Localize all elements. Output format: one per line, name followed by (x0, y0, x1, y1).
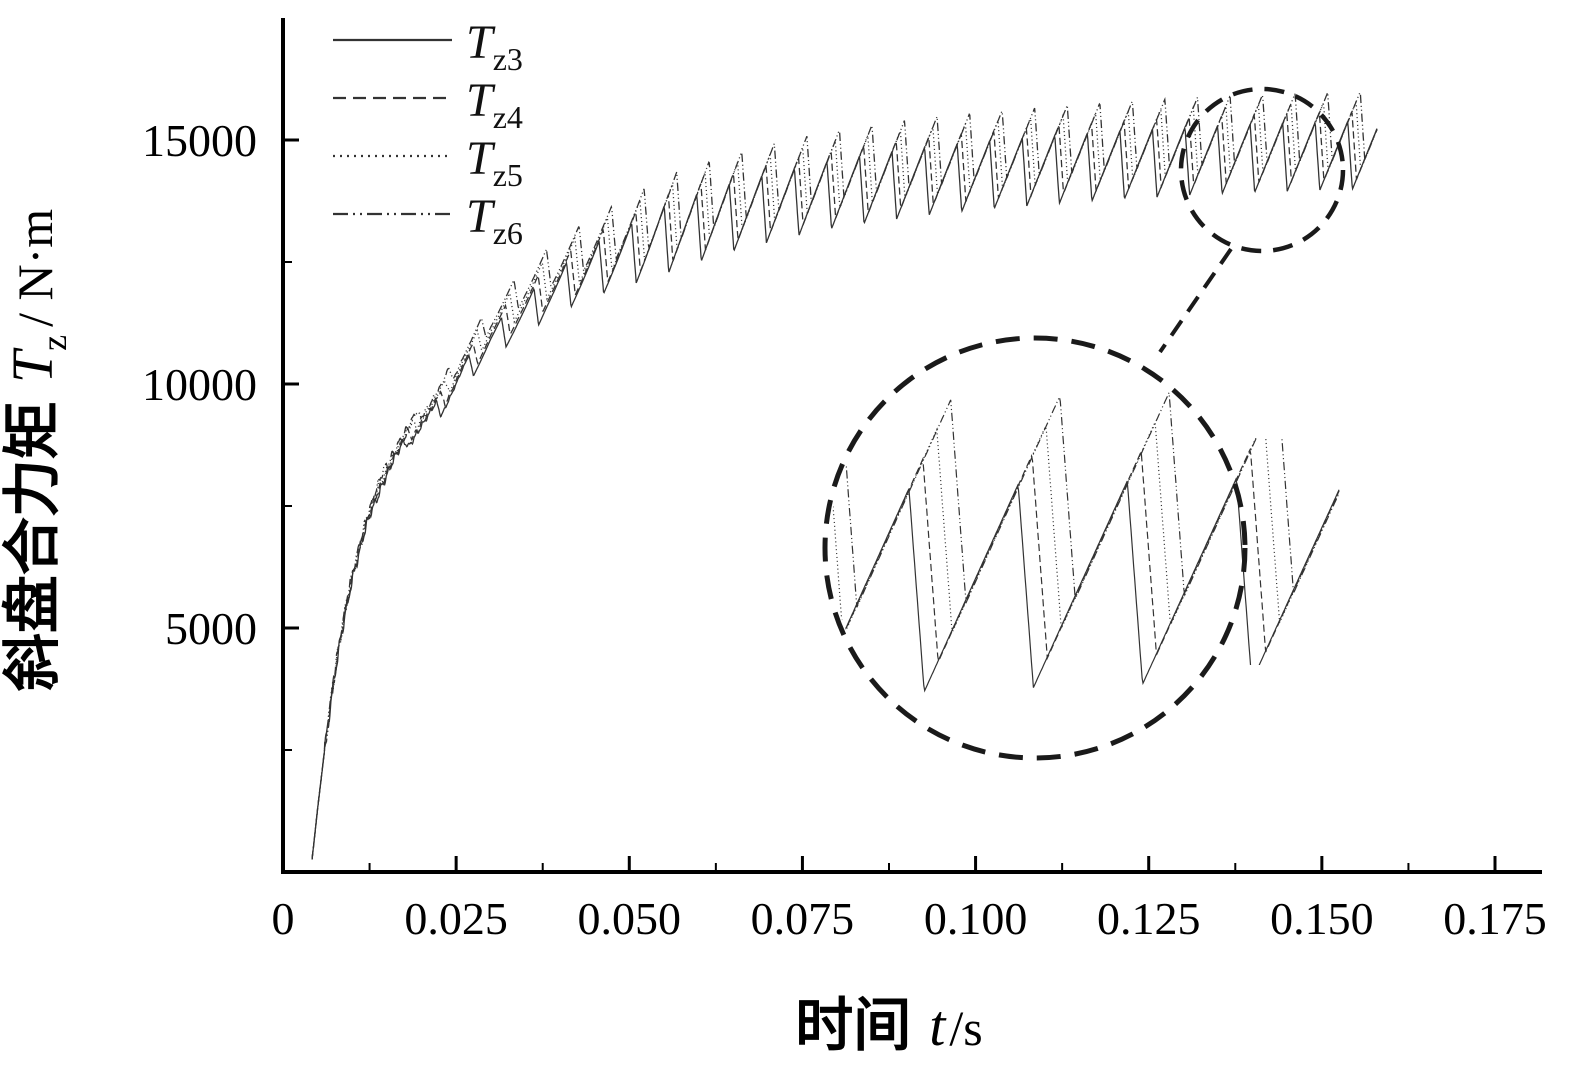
y-tick-label: 10000 (142, 359, 257, 410)
x-axis-label: 时间 t/s (795, 993, 983, 1058)
legend-item: Tz5 (333, 132, 523, 193)
x-tick-label: 0.075 (751, 893, 855, 944)
y-axis-ticks: 5000 10000 15000 (142, 115, 299, 751)
x-tick-label: 0.175 (1443, 893, 1547, 944)
magnifier-circle (822, 335, 1248, 761)
plot-layer: 0 0.025 0.050 0.075 0.100 0.125 0.150 0.175 5000… (142, 18, 1547, 944)
legend-item: Tz6 (333, 190, 523, 251)
legend-label: Tz3 (466, 16, 523, 77)
zoom-series-line-Tz3 (829, 477, 1340, 693)
x-tick-label: 0.050 (578, 893, 682, 944)
legend-item: Tz3 (333, 16, 523, 77)
zoom-inset-traces (829, 389, 1340, 693)
magnifier-connector-line (1158, 247, 1233, 354)
series-lines (311, 91, 1378, 860)
zoom-series-line-Tz6 (829, 389, 1340, 608)
x-tick-label: 0 (272, 893, 295, 944)
series-line-Tz5 (311, 100, 1378, 860)
series-line-Tz6 (311, 91, 1378, 860)
legend-label: Tz4 (466, 74, 523, 135)
zoom-series-line-Tz4 (829, 448, 1340, 667)
x-tick-label: 0.125 (1097, 893, 1201, 944)
legend-label: Tz6 (466, 190, 523, 251)
x-tick-label: 0.150 (1270, 893, 1374, 944)
x-tick-label: 0.025 (404, 893, 508, 944)
source-region-circle (1178, 86, 1346, 254)
legend: Tz3 Tz4 Tz5 Tz6 (333, 16, 523, 251)
legend-item: Tz4 (333, 74, 523, 135)
y-axis-label: 斜盘合力矩Tz/ N·m (0, 209, 74, 691)
x-axis-ticks: 0 0.025 0.050 0.075 0.100 0.125 0.150 0.175 (272, 856, 1547, 944)
series-line-Tz4 (311, 111, 1378, 860)
y-tick-label: 15000 (142, 115, 257, 166)
y-tick-label: 5000 (165, 603, 257, 654)
x-tick-label: 0.100 (924, 893, 1028, 944)
legend-label: Tz5 (466, 132, 523, 193)
